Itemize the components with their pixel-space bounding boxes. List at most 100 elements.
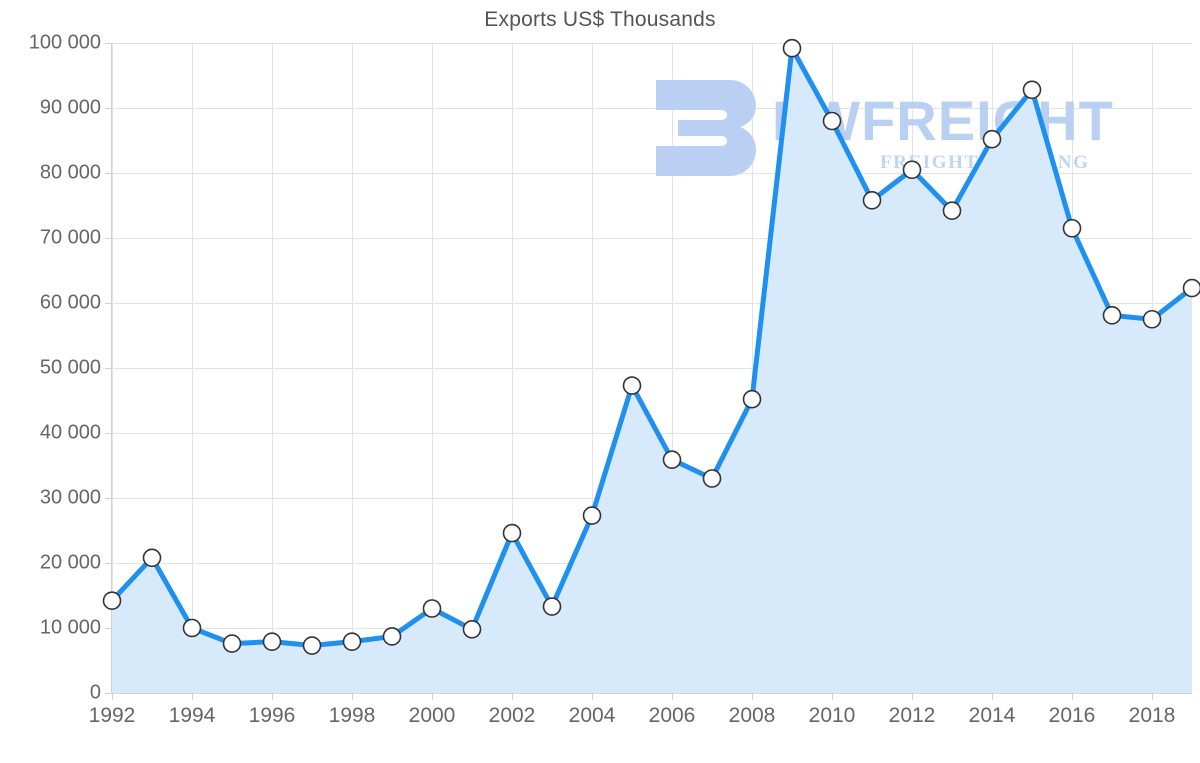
data-point-2004[interactable] — [582, 506, 602, 525]
y-tick-label: 60 000 — [39, 291, 101, 314]
y-tick-mark — [105, 238, 112, 239]
y-tick-mark — [105, 368, 112, 369]
x-tick-label: 2012 — [888, 704, 936, 727]
data-point-2002[interactable] — [502, 523, 522, 543]
data-point-2013[interactable] — [942, 201, 962, 220]
y-tick-label: 80 000 — [39, 161, 101, 184]
x-tick-mark — [512, 693, 513, 700]
y-tick-mark — [105, 173, 112, 174]
y-tick-label: 10 000 — [39, 616, 101, 639]
series-line — [109, 45, 1195, 649]
data-point-1994[interactable] — [182, 618, 202, 638]
gridline-x-1996 — [272, 43, 273, 693]
y-tick-label: 100 000 — [28, 31, 101, 54]
y-tick-label: 70 000 — [39, 226, 101, 249]
x-tick-mark — [1152, 693, 1153, 700]
data-point-2017[interactable] — [1102, 306, 1122, 325]
data-point-markers — [102, 38, 1200, 655]
x-tick-label: 2016 — [1048, 704, 1096, 727]
gridline-y-60000 — [112, 303, 1192, 304]
x-tick-mark — [672, 693, 673, 700]
x-tick-mark — [592, 693, 593, 700]
data-point-1997[interactable] — [302, 636, 322, 655]
y-tick-mark — [105, 43, 112, 44]
data-point-1996[interactable] — [262, 632, 282, 651]
gridline-y-70000 — [112, 238, 1192, 239]
gridline-x-2006 — [672, 43, 673, 693]
data-point-2018[interactable] — [1142, 309, 1162, 329]
gridline-y-100000 — [112, 43, 1192, 44]
x-tick-label: 1992 — [88, 704, 136, 727]
x-tick-mark — [1072, 693, 1073, 700]
x-tick-label: 1998 — [328, 704, 376, 727]
x-tick-label: 2008 — [728, 704, 776, 727]
x-tick-label: 1996 — [248, 704, 296, 727]
x-tick-label: 2014 — [968, 704, 1016, 727]
gridline-x-2008 — [752, 43, 753, 693]
y-tick-mark — [105, 693, 112, 694]
y-tick-mark — [105, 563, 112, 564]
gridline-x-2004 — [592, 43, 593, 693]
x-tick-mark — [912, 693, 913, 700]
data-point-2011[interactable] — [862, 191, 882, 210]
data-point-1999[interactable] — [382, 627, 402, 646]
x-tick-label: 1994 — [168, 704, 216, 727]
data-point-2010[interactable] — [822, 111, 842, 131]
data-point-2014[interactable] — [982, 129, 1002, 149]
data-point-2000[interactable] — [422, 599, 442, 618]
x-tick-mark — [112, 693, 113, 700]
data-point-1992[interactable] — [102, 591, 122, 611]
x-axis-line — [112, 693, 1192, 694]
x-tick-label: 2004 — [568, 704, 616, 727]
x-tick-label: 2000 — [408, 704, 456, 727]
y-tick-mark — [105, 108, 112, 109]
x-tick-mark — [432, 693, 433, 700]
data-point-2008[interactable] — [742, 389, 762, 409]
gridline-y-80000 — [112, 173, 1192, 174]
y-tick-label: 30 000 — [39, 486, 101, 509]
y-tick-label: 0 — [89, 681, 101, 704]
data-point-1995[interactable] — [222, 634, 242, 653]
gridline-x-2000 — [432, 43, 433, 693]
x-tick-mark — [352, 693, 353, 700]
y-tick-label: 90 000 — [39, 96, 101, 119]
x-tick-mark — [752, 693, 753, 700]
data-point-2003[interactable] — [542, 597, 562, 616]
data-point-2007[interactable] — [702, 469, 722, 488]
y-tick-label: 50 000 — [39, 356, 101, 379]
data-point-2016[interactable] — [1062, 218, 1082, 238]
data-point-2001[interactable] — [462, 619, 482, 639]
data-point-1998[interactable] — [342, 632, 362, 651]
x-tick-mark — [272, 693, 273, 700]
y-tick-label: 40 000 — [39, 421, 101, 444]
y-tick-mark — [105, 498, 112, 499]
x-tick-label: 2018 — [1128, 704, 1176, 727]
x-tick-label: 2006 — [648, 704, 696, 727]
y-tick-mark — [105, 628, 112, 629]
gridline-x-1998 — [352, 43, 353, 693]
gridline-y-90000 — [112, 108, 1192, 109]
data-point-2009[interactable] — [782, 38, 802, 58]
data-point-2012[interactable] — [902, 160, 922, 180]
x-tick-label: 2010 — [808, 704, 856, 727]
gridline-y-50000 — [112, 368, 1192, 369]
x-tick-mark — [832, 693, 833, 700]
gridline-x-1994 — [192, 43, 193, 693]
y-axis-tick-labels: 0 10 000 20 000 30 000 40 000 50 000 60 000 70 … — [0, 0, 101, 763]
y-tick-label: 20 000 — [39, 551, 101, 574]
data-point-2005[interactable] — [622, 376, 642, 395]
y-tick-mark — [105, 433, 112, 434]
chart-title: Exports US$ Thousands — [484, 8, 716, 31]
x-tick-mark — [192, 693, 193, 700]
data-point-2015[interactable] — [1022, 80, 1042, 100]
data-point-2006[interactable] — [662, 450, 682, 469]
x-tick-label: 2002 — [488, 704, 536, 727]
data-point-1993[interactable] — [142, 548, 162, 568]
area-fill — [112, 48, 1192, 693]
data-point-2019[interactable] — [1182, 278, 1200, 298]
gridline-x-2002 — [512, 43, 513, 693]
x-tick-mark — [992, 693, 993, 700]
y-tick-mark — [105, 303, 112, 304]
